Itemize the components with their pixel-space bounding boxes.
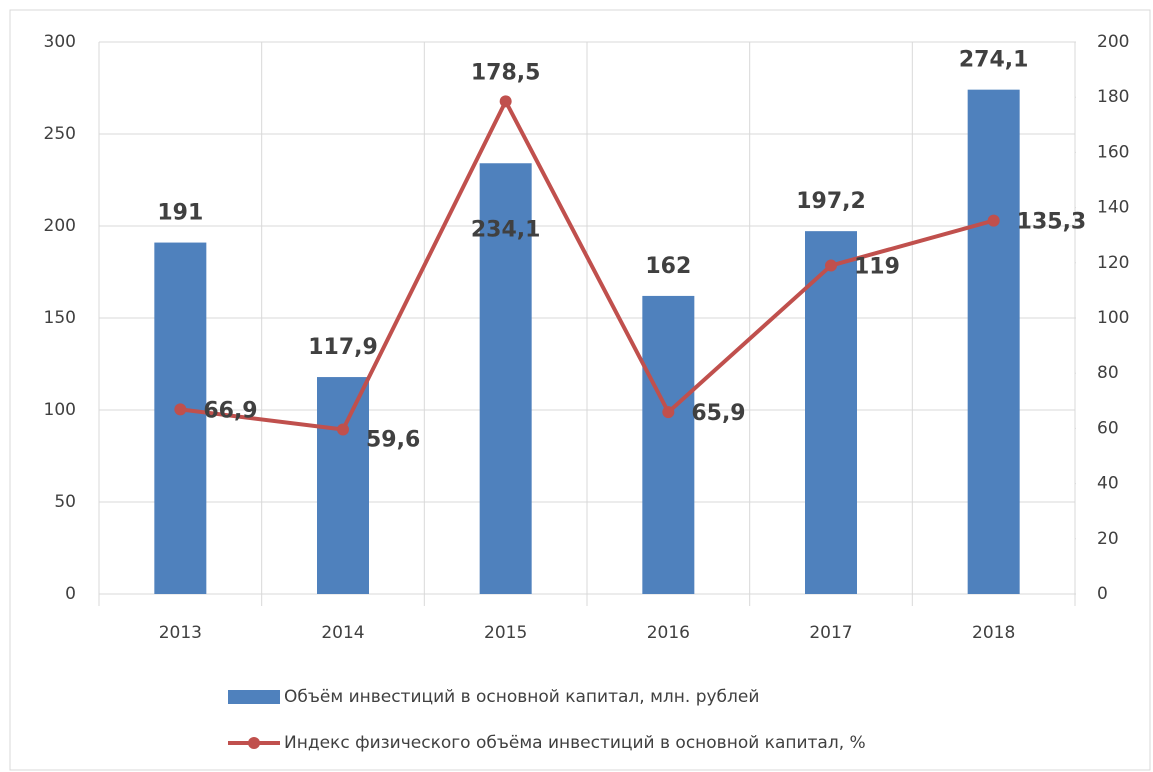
x-tick-label: 2018 <box>972 623 1015 643</box>
data-label: 65,9 <box>691 401 745 426</box>
line-point <box>662 406 675 419</box>
y-tick-label: 200 <box>44 216 76 236</box>
data-label: 66,9 <box>203 398 257 423</box>
legend-label: Объём инвестиций в основной капитал, млн… <box>284 687 759 707</box>
bar <box>642 295 695 594</box>
y-tick-label: 250 <box>44 124 76 144</box>
legend-label: Индекс физического объёма инвестиций в о… <box>284 733 866 753</box>
x-tick-label: 2016 <box>647 623 690 643</box>
x-tick-label: 2013 <box>159 623 202 643</box>
y2-tick-label: 100 <box>1097 308 1129 328</box>
line-point <box>337 423 349 436</box>
line-point <box>825 259 837 272</box>
y-tick-label: 150 <box>44 308 76 328</box>
y-tick-label: 300 <box>44 32 76 52</box>
line <box>180 99 995 432</box>
y2-tick-label: 60 <box>1097 418 1119 438</box>
data-label: 162 <box>645 254 691 279</box>
data-label: 191 <box>157 201 203 226</box>
data-label: 117,9 <box>308 335 378 360</box>
y2-tick-label: 160 <box>1097 142 1129 162</box>
y2-tick-label: 140 <box>1097 198 1129 218</box>
y2-tick-label: 180 <box>1097 87 1129 107</box>
bar <box>967 89 1020 594</box>
data-label: 197,2 <box>796 189 866 214</box>
bar <box>317 377 369 594</box>
y2-tick-label: 120 <box>1097 253 1129 273</box>
y-tick-label: 100 <box>44 400 76 420</box>
y2-tick-label: 80 <box>1097 363 1119 383</box>
data-label: 119 <box>854 255 900 280</box>
x-tick-label: 2017 <box>809 623 852 643</box>
data-label: 234,1 <box>471 217 541 242</box>
data-label: 178,5 <box>471 60 541 85</box>
x-tick-label: 2014 <box>321 623 364 643</box>
y2-tick-label: 0 <box>1097 584 1108 604</box>
data-label: 59,6 <box>366 428 420 453</box>
data-label: 135,3 <box>1017 210 1087 235</box>
line-point <box>987 214 1000 227</box>
legend-marker <box>248 737 260 749</box>
bar <box>154 242 207 594</box>
line-point <box>174 403 187 416</box>
y2-tick-label: 20 <box>1097 529 1119 549</box>
y-tick-label: 0 <box>65 584 76 604</box>
data-label: 274,1 <box>959 48 1029 73</box>
x-tick-label: 2015 <box>484 623 527 643</box>
legend-swatch <box>228 690 280 704</box>
y2-tick-label: 40 <box>1097 474 1119 494</box>
y2-tick-label: 200 <box>1097 32 1129 52</box>
bar <box>805 231 857 595</box>
line-point <box>499 95 512 108</box>
bar <box>479 163 532 595</box>
y-tick-label: 50 <box>54 492 76 512</box>
